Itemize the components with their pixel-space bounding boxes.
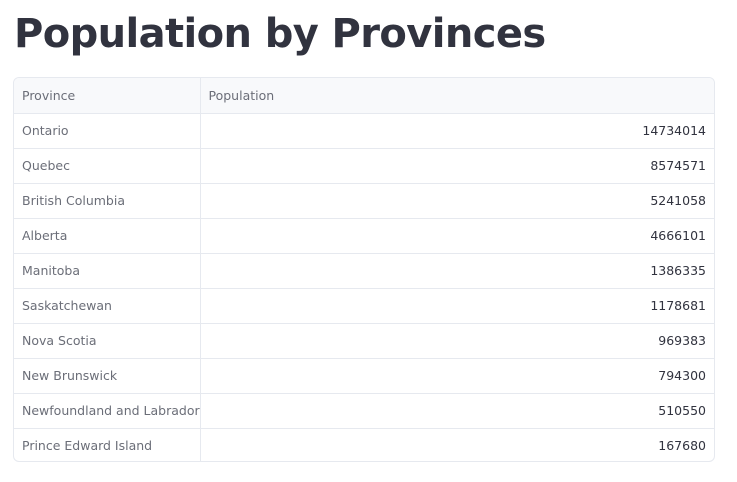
cell-province[interactable]: British Columbia (14, 182, 201, 218)
population-table: Province Population Ontario 14734014 Que… (14, 78, 714, 461)
cell-province[interactable]: New Brunswick (14, 357, 201, 393)
cell-province[interactable]: Prince Edward Island (14, 427, 201, 461)
cell-province[interactable]: Newfoundland and Labrador (14, 392, 201, 428)
cell-province[interactable]: Alberta (14, 217, 201, 253)
cell-population[interactable]: 1178681 (200, 287, 714, 323)
table-row: Manitoba 1386335 (14, 252, 714, 288)
cell-province[interactable]: Manitoba (14, 252, 201, 288)
table-row: Prince Edward Island 167680 (14, 427, 714, 461)
cell-province[interactable]: Quebec (14, 147, 201, 183)
cell-province[interactable]: Nova Scotia (14, 322, 201, 358)
table-header: Province Population (14, 78, 714, 114)
cell-population[interactable]: 4666101 (200, 217, 714, 253)
cell-province[interactable]: Saskatchewan (14, 287, 201, 323)
cell-population[interactable]: 510550 (200, 392, 714, 428)
cell-population[interactable]: 5241058 (200, 182, 714, 218)
cell-population[interactable]: 14734014 (642, 123, 706, 138)
cell-population[interactable]: 969383 (200, 322, 714, 358)
cell-population[interactable]: 1386335 (200, 252, 714, 288)
cell-province[interactable]: Ontario (14, 113, 201, 148)
table-row: British Columbia 5241058 (14, 182, 714, 218)
column-header-province[interactable]: Province (14, 78, 201, 114)
table-row: Ontario 14734014 (14, 113, 714, 148)
table-body: Ontario 14734014 Quebec 8574571 British … (14, 113, 714, 461)
data-table[interactable]: Province Population Ontario 14734014 Que… (13, 77, 715, 462)
table-row: Newfoundland and Labrador 510550 (14, 392, 714, 428)
cell-population[interactable]: 8574571 (200, 147, 714, 183)
cell-population[interactable]: 167680 (200, 427, 714, 461)
table-row: New Brunswick 794300 (14, 357, 714, 393)
table-row: Quebec 8574571 (14, 147, 714, 183)
cell-population[interactable]: 794300 (200, 357, 714, 393)
page-title: Population by Provinces (14, 11, 546, 57)
table-row: Saskatchewan 1178681 (14, 287, 714, 323)
table-row: Alberta 4666101 (14, 217, 714, 253)
column-header-population[interactable]: Population (200, 78, 714, 114)
header-row: Province Population (14, 78, 714, 114)
table-row: Nova Scotia 969383 (14, 322, 714, 358)
